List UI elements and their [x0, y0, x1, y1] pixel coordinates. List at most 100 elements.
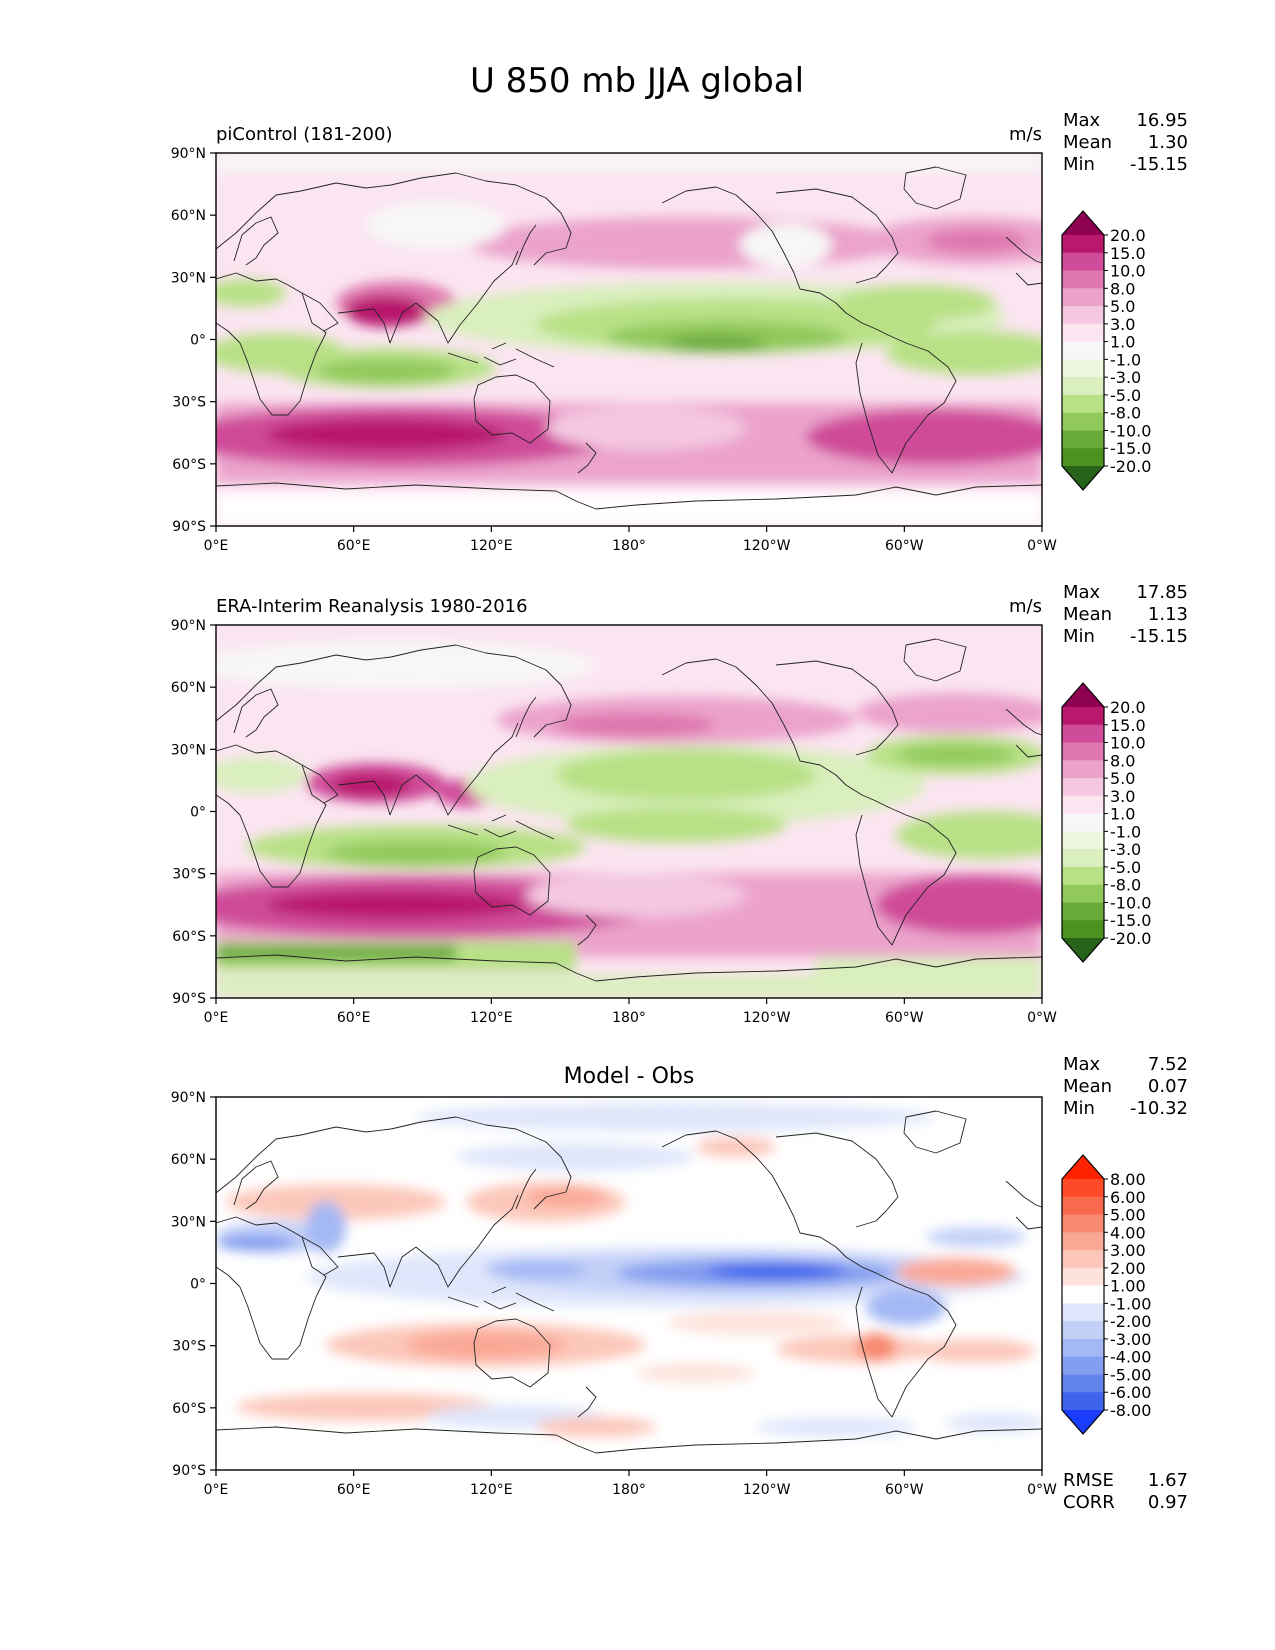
panel-model-colorbar: 20.015.010.08.05.03.01.0-1.0-3.0-5.0-8.0…	[1061, 210, 1151, 491]
x-tick-label: 60°E	[337, 1482, 371, 1498]
colorbar-label: 1.00	[1110, 1277, 1146, 1296]
panel-obs-stats: Max 17.85 Mean 1.13 Min -15.15	[1063, 582, 1188, 647]
y-tick-label: 0°	[190, 1277, 206, 1293]
colorbar-swatch	[1062, 902, 1104, 921]
panel-obs-colorbar: 20.015.010.08.05.03.01.0-1.0-3.0-5.0-8.0…	[1061, 682, 1151, 963]
extra-stat-value: 0.97	[1148, 1492, 1188, 1513]
colorbar-label: -5.0	[1110, 386, 1141, 405]
y-tick-label: 30°S	[172, 1339, 206, 1355]
colorbar-label: 15.0	[1110, 244, 1146, 263]
colorbar-extend-max	[1062, 211, 1104, 235]
y-tick-label: 30°N	[171, 1214, 206, 1230]
panel-diff: Model - Obs	[171, 1054, 1188, 1513]
colorbar-label: -8.0	[1110, 876, 1141, 895]
colorbar-label: 20.0	[1110, 226, 1146, 245]
stat-value: 0.07	[1148, 1076, 1188, 1097]
stat-label: Mean	[1063, 1076, 1112, 1097]
colorbar-label: 4.00	[1110, 1223, 1146, 1242]
x-tick-label: 60°W	[885, 1482, 924, 1498]
panel-obs-units: m/s	[1009, 596, 1042, 617]
colorbar-extend-min	[1062, 466, 1104, 490]
x-tick-label: 60°E	[337, 538, 371, 554]
x-tick-label: 120°E	[470, 1010, 513, 1026]
colorbar-swatch	[1062, 377, 1104, 396]
panel-diff-extra-stats: RMSE 1.67 CORR 0.97	[1063, 1470, 1188, 1513]
colorbar-label: -1.00	[1110, 1294, 1151, 1313]
x-tick-label: 0°E	[204, 538, 229, 554]
colorbar-label: 10.0	[1110, 262, 1146, 281]
colorbar-label: -3.0	[1110, 840, 1141, 859]
x-tick-label: 0°W	[1027, 1010, 1057, 1026]
panel-model: piControl (181-200) m/s	[171, 110, 1188, 554]
panel-model-xticks: 0°E 60°E 120°E 180° 120°W 60°W 0°W	[204, 526, 1057, 554]
y-tick-label: 60°S	[172, 457, 206, 473]
x-tick-label: 120°W	[743, 1482, 791, 1498]
colorbar-extend-min	[1062, 938, 1104, 962]
colorbar-swatch	[1062, 760, 1104, 779]
stat-label: Max	[1063, 1054, 1101, 1075]
stat-label: Min	[1063, 154, 1095, 175]
colorbar-swatch	[1062, 778, 1104, 797]
y-tick-label: 90°N	[171, 618, 206, 634]
colorbar-swatch	[1062, 831, 1104, 850]
y-tick-label: 90°N	[171, 146, 206, 162]
x-tick-label: 120°W	[743, 538, 791, 554]
panel-obs-title-left: ERA-Interim Reanalysis 1980-2016	[216, 596, 528, 617]
extra-stat-label: CORR	[1063, 1492, 1115, 1513]
stat-value: -15.15	[1130, 626, 1188, 647]
x-tick-label: 0°E	[204, 1482, 229, 1498]
y-tick-label: 60°N	[171, 1152, 206, 1168]
y-tick-label: 0°	[190, 805, 206, 821]
colorbar-swatch	[1062, 866, 1104, 886]
y-tick-label: 30°N	[171, 742, 206, 758]
colorbar-swatch	[1062, 394, 1104, 414]
y-tick-label: 30°S	[172, 395, 206, 411]
colorbar-swatch	[1062, 235, 1104, 254]
y-tick-label: 60°S	[172, 1401, 206, 1417]
colorbar-swatch	[1062, 1214, 1104, 1233]
stat-value: 1.13	[1148, 604, 1188, 625]
stat-value: 16.95	[1136, 110, 1188, 131]
stat-value: -10.32	[1130, 1098, 1188, 1119]
y-tick-label: 90°S	[172, 1463, 206, 1479]
stat-value: 7.52	[1148, 1054, 1188, 1075]
x-tick-label: 0°E	[204, 1010, 229, 1026]
colorbar-label: -15.0	[1110, 911, 1151, 930]
y-tick-label: 30°N	[171, 270, 206, 286]
colorbar-swatch	[1062, 742, 1104, 761]
colorbar-swatch	[1062, 252, 1104, 272]
colorbar-swatch	[1062, 448, 1104, 467]
colorbar-swatch	[1062, 288, 1104, 307]
panel-obs-field	[216, 625, 1042, 998]
x-tick-label: 120°E	[470, 538, 513, 554]
panel-obs-yticks: 90°N 60°N 30°N 0° 30°S 60°S 90°S	[171, 618, 216, 1007]
x-tick-label: 0°W	[1027, 538, 1057, 554]
colorbar-label: -15.0	[1110, 439, 1151, 458]
panel-diff-field	[216, 1097, 1042, 1470]
panel-model-field	[216, 153, 1042, 526]
colorbar-label: 1.0	[1110, 805, 1135, 824]
y-tick-label: 30°S	[172, 867, 206, 883]
colorbar-label: -1.0	[1110, 350, 1141, 369]
colorbar-label: -8.00	[1110, 1401, 1151, 1420]
colorbar-label: 6.00	[1110, 1188, 1146, 1207]
panel-model-stats: Max 16.95 Mean 1.30 Min -15.15	[1063, 110, 1188, 175]
colorbar-label: 3.00	[1110, 1241, 1146, 1260]
colorbar-swatch	[1062, 884, 1104, 903]
colorbar-extend-max	[1062, 683, 1104, 707]
colorbar-label: -2.00	[1110, 1312, 1151, 1331]
colorbar-label: 2.00	[1110, 1259, 1146, 1278]
x-tick-label: 120°E	[470, 1482, 513, 1498]
colorbar-label: -4.00	[1110, 1348, 1151, 1367]
panel-model-title-left: piControl (181-200)	[216, 124, 392, 145]
colorbar-swatch	[1062, 1232, 1104, 1251]
colorbar-swatch	[1062, 724, 1104, 744]
x-tick-label: 180°	[612, 1010, 646, 1026]
figure-title: U 850 mb JJA global	[470, 61, 804, 101]
colorbar-swatch	[1062, 306, 1104, 325]
stat-value: 1.30	[1148, 132, 1188, 153]
extra-stat-label: RMSE	[1063, 1470, 1114, 1491]
colorbar-swatch	[1062, 270, 1104, 289]
colorbar-swatch	[1062, 412, 1104, 431]
